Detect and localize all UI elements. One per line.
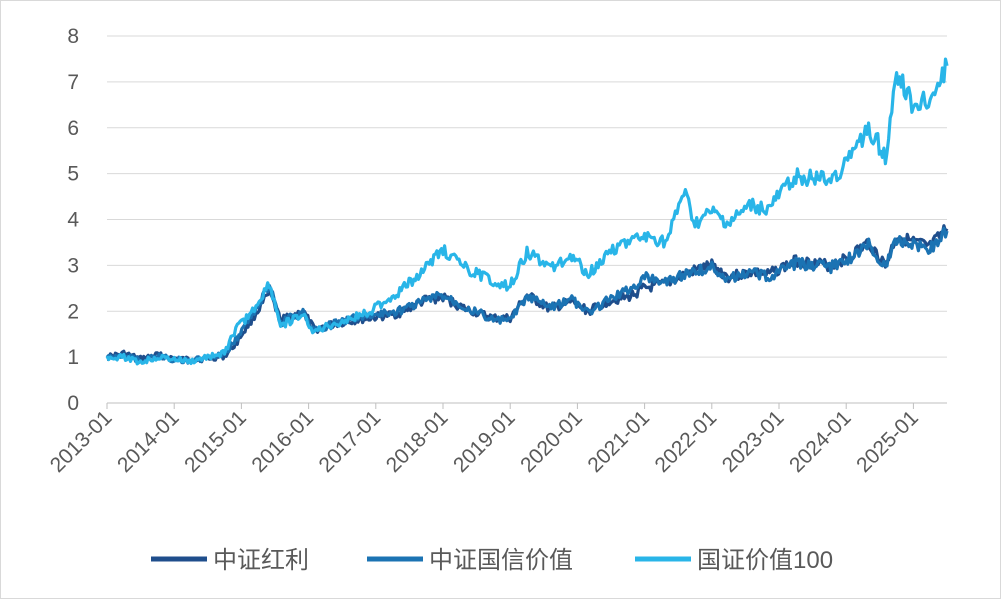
y-tick-label: 1 (67, 346, 79, 369)
x-tick-label: 2016-01 (247, 406, 318, 477)
legend-label-3: 国证价值100 (697, 547, 833, 574)
y-tick-label: 5 (67, 163, 79, 186)
x-tick-label: 2022-01 (651, 406, 722, 477)
x-tick-label: 2025-01 (852, 406, 923, 477)
x-axis-ticks: 2013-012014-012015-012016-012017-012018-… (46, 403, 923, 477)
x-tick-label: 2023-01 (718, 406, 789, 477)
grid-lines (107, 35, 947, 358)
y-tick-label: 6 (67, 117, 79, 140)
legend-label-2: 中证国信价值 (429, 547, 573, 574)
x-tick-label: 2018-01 (382, 406, 453, 477)
y-tick-label: 8 (67, 25, 79, 48)
y-tick-label: 7 (67, 71, 79, 94)
x-tick-label: 2017-01 (315, 406, 386, 477)
y-tick-label: 0 (67, 392, 79, 415)
x-tick-label: 2014-01 (113, 406, 184, 477)
y-tick-label: 4 (67, 209, 79, 232)
x-tick-label: 2013-01 (46, 406, 117, 477)
series-line-3 (105, 57, 949, 366)
legend-label-1: 中证红利 (213, 547, 309, 574)
x-tick-label: 2020-01 (516, 406, 587, 477)
legend: 中证红利 中证国信价值 国证价值100 (151, 547, 833, 574)
x-tick-label: 2015-01 (180, 406, 251, 477)
x-tick-label: 2019-01 (449, 406, 520, 477)
x-tick-label: 2024-01 (785, 406, 856, 477)
y-axis-ticks: 0 1 2 3 4 5 6 7 8 (67, 25, 79, 415)
y-tick-label: 2 (67, 300, 79, 323)
x-tick-label: 2021-01 (583, 406, 654, 477)
y-tick-label: 3 (67, 254, 79, 277)
series-lines (105, 57, 949, 366)
